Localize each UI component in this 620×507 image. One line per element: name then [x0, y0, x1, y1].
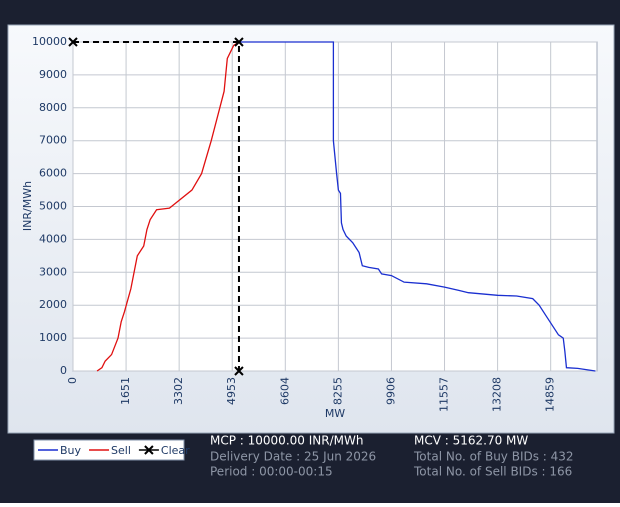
y-tick-label: 8000	[39, 101, 67, 114]
sell-bids: Total No. of Sell BIDs : 166	[413, 465, 572, 479]
x-tick-label: 4953	[225, 377, 238, 405]
y-tick-label: 5000	[39, 200, 67, 213]
y-tick-label: 2000	[39, 298, 67, 311]
clear-marker	[234, 366, 244, 376]
y-tick-label: 9000	[39, 68, 67, 81]
x-tick-label: 8255	[331, 377, 344, 405]
y-tick-label: 3000	[39, 265, 67, 278]
y-tick-label: 6000	[39, 167, 67, 180]
y-axis-label: INR/MWh	[21, 181, 34, 231]
y-tick-label: 10000	[32, 35, 67, 48]
x-tick-label: 9906	[384, 377, 397, 405]
delivery-date: Delivery Date : 25 Jun 2026	[210, 450, 376, 464]
clear-marker	[234, 37, 244, 47]
legend-items: Buy Sell Clear	[38, 444, 190, 457]
mcp: MCP : 10000.00 INR/MWh	[210, 434, 363, 448]
x-tick-label: 1651	[119, 377, 132, 405]
x-tick-label: 14859	[544, 377, 557, 412]
legend-label: Sell	[111, 444, 131, 457]
series-line	[238, 41, 596, 372]
legend-marker	[144, 445, 154, 455]
clear-marker	[68, 37, 78, 47]
y-tick-label: 0	[60, 364, 67, 377]
period: Period : 00:00-00:15	[210, 465, 333, 479]
series-line	[96, 41, 240, 372]
y-tick-label: 4000	[39, 232, 67, 245]
mcv: MCV : 5162.70 MW	[414, 434, 528, 448]
y-tick-label: 7000	[39, 134, 67, 147]
x-axis-label: MW	[325, 407, 345, 420]
y-tick-label: 1000	[39, 331, 67, 344]
x-tick-label: 6604	[278, 377, 291, 405]
legend-label: Clear	[161, 444, 190, 457]
x-tick-label: 11557	[438, 377, 451, 412]
legend-label: Buy	[60, 444, 82, 457]
buy-bids: Total No. of Buy BIDs : 432	[413, 450, 574, 464]
x-tick-label: 13208	[491, 377, 504, 412]
x-tick-label: 0	[66, 377, 79, 384]
x-tick-label: 3302	[172, 377, 185, 405]
